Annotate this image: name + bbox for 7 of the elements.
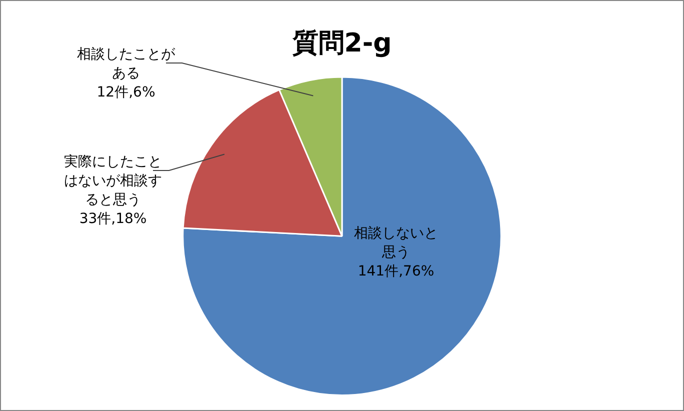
data-label: 141件,76% [358,264,434,280]
chart-title: 質問2-g [291,28,392,58]
data-label: 12件,6% [96,84,156,101]
slice-label: 相談したことがある [77,46,176,82]
slice-label: 実際にしたことはないが相談すると思う [64,154,162,208]
slice-label: 相談しないと思う [354,226,438,261]
data-label: 33件,18% [79,211,147,228]
